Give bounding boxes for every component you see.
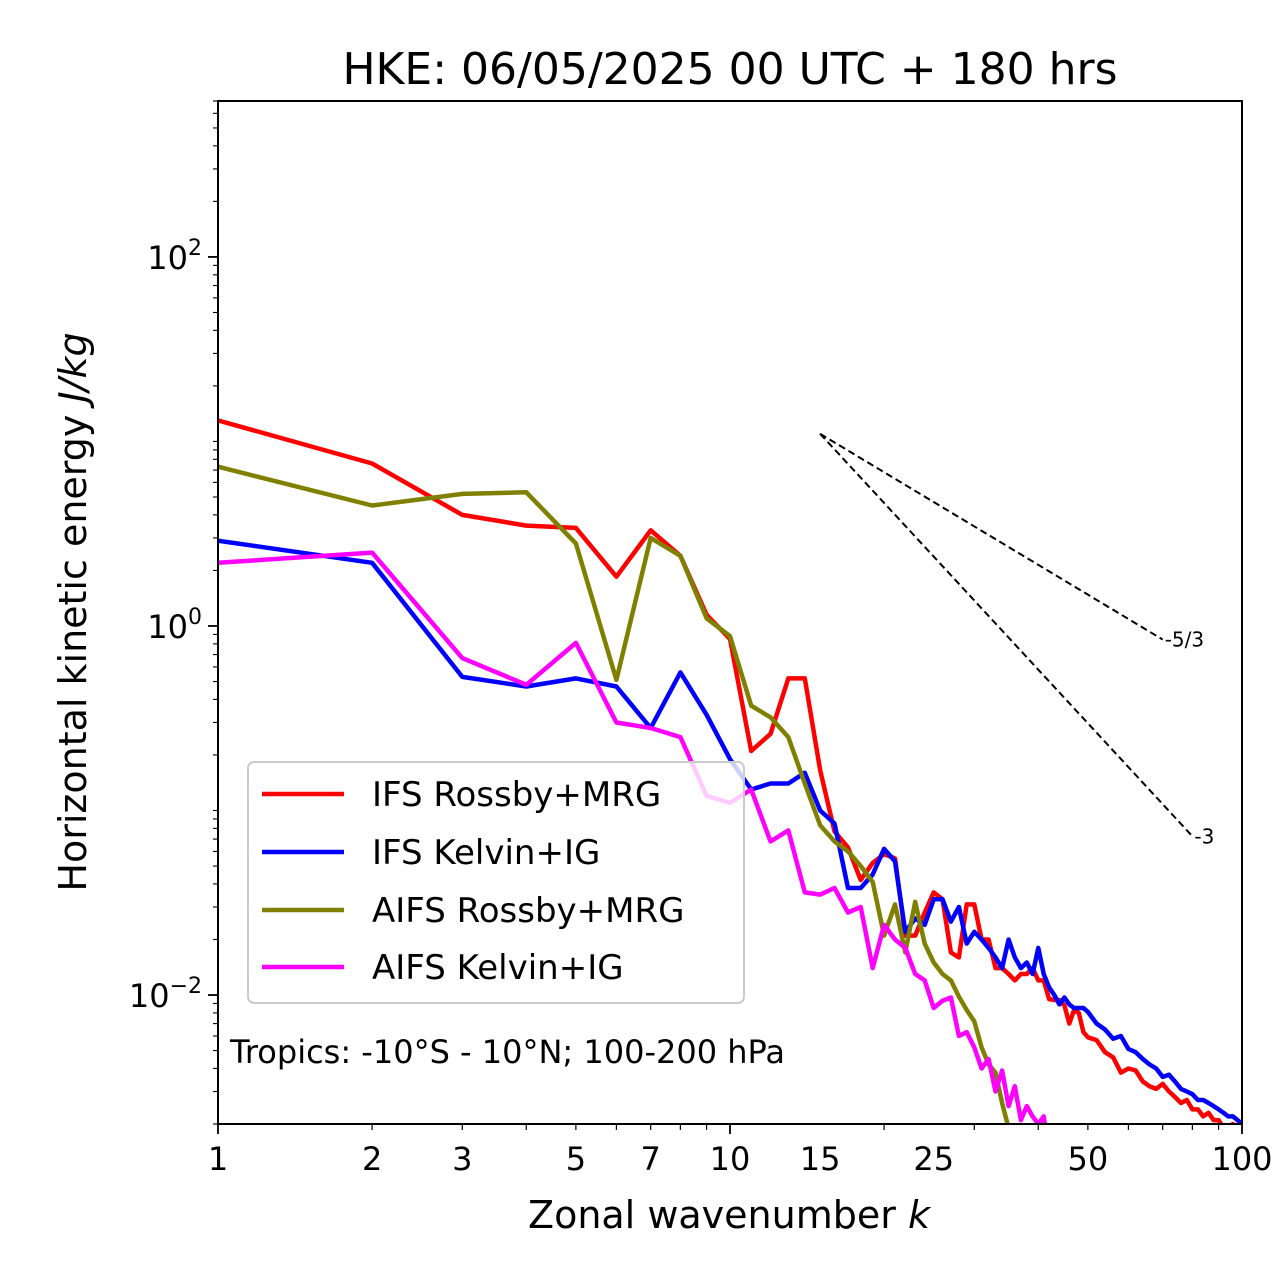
series-line-ifs-rossby-mrg bbox=[218, 418, 1236, 1124]
legend: IFS Rossby+MRG IFS Kelvin+IG AIFS Rossby… bbox=[247, 761, 745, 1004]
x-axis-ticks: 1 2 3 5 7 10 15 25 50 100 bbox=[208, 1124, 1273, 1178]
x-tick-label: 10 bbox=[710, 1140, 751, 1178]
reference-slopes: -5/3 -3 bbox=[819, 432, 1214, 848]
slope-line-5-3 bbox=[819, 432, 1164, 641]
x-tick-label: 2 bbox=[362, 1140, 382, 1178]
x-axis-label-text: Zonal wavenumber bbox=[528, 1193, 896, 1237]
y-axis-label-text: Horizontal kinetic energy bbox=[51, 415, 95, 892]
x-tick-label: 100 bbox=[1211, 1140, 1272, 1178]
slope-label-3: -3 bbox=[1194, 824, 1214, 848]
y-tick-label: 10−2 bbox=[129, 974, 202, 1015]
series-layer bbox=[218, 418, 1242, 1124]
legend-label-aifs-rossby-mrg: AIFS Rossby+MRG bbox=[372, 891, 684, 931]
x-tick-label: 50 bbox=[1068, 1140, 1109, 1178]
series-line-aifs-rossby-mrg bbox=[218, 464, 1010, 1124]
slope-label-5-3: -5/3 bbox=[1165, 628, 1204, 652]
region-annotation: Tropics: -10°S - 10°N; 100-200 hPa bbox=[229, 1033, 785, 1071]
y-tick-label: 100 bbox=[147, 605, 202, 646]
x-tick-label: 3 bbox=[452, 1140, 472, 1178]
x-tick-label: 5 bbox=[566, 1140, 586, 1178]
y-axis-label-unit: J/kg bbox=[51, 332, 95, 409]
series-line-ifs-kelvin-ig bbox=[218, 538, 1242, 1124]
x-axis-label-variable: k bbox=[908, 1193, 932, 1237]
y-tick-label: 102 bbox=[147, 236, 202, 277]
y-axis-label: Horizontal kinetic energy J/kg bbox=[51, 332, 95, 891]
x-tick-label: 15 bbox=[800, 1140, 841, 1178]
x-tick-label: 25 bbox=[913, 1140, 954, 1178]
legend-label-ifs-rossby-mrg: IFS Rossby+MRG bbox=[372, 775, 661, 815]
legend-box bbox=[247, 761, 745, 1004]
x-tick-label: 1 bbox=[208, 1140, 228, 1178]
legend-label-ifs-kelvin-ig: IFS Kelvin+IG bbox=[372, 833, 600, 873]
x-axis-label: Zonal wavenumber k bbox=[528, 1193, 932, 1237]
slope-line-3 bbox=[819, 433, 1194, 837]
chart-title: HKE: 06/05/2025 00 UTC + 180 hrs bbox=[342, 44, 1117, 95]
y-axis-ticks: 102 100 10−2 bbox=[129, 100, 218, 1125]
legend-label-aifs-kelvin-ig: AIFS Kelvin+IG bbox=[372, 948, 624, 988]
x-tick-label: 7 bbox=[641, 1140, 661, 1178]
